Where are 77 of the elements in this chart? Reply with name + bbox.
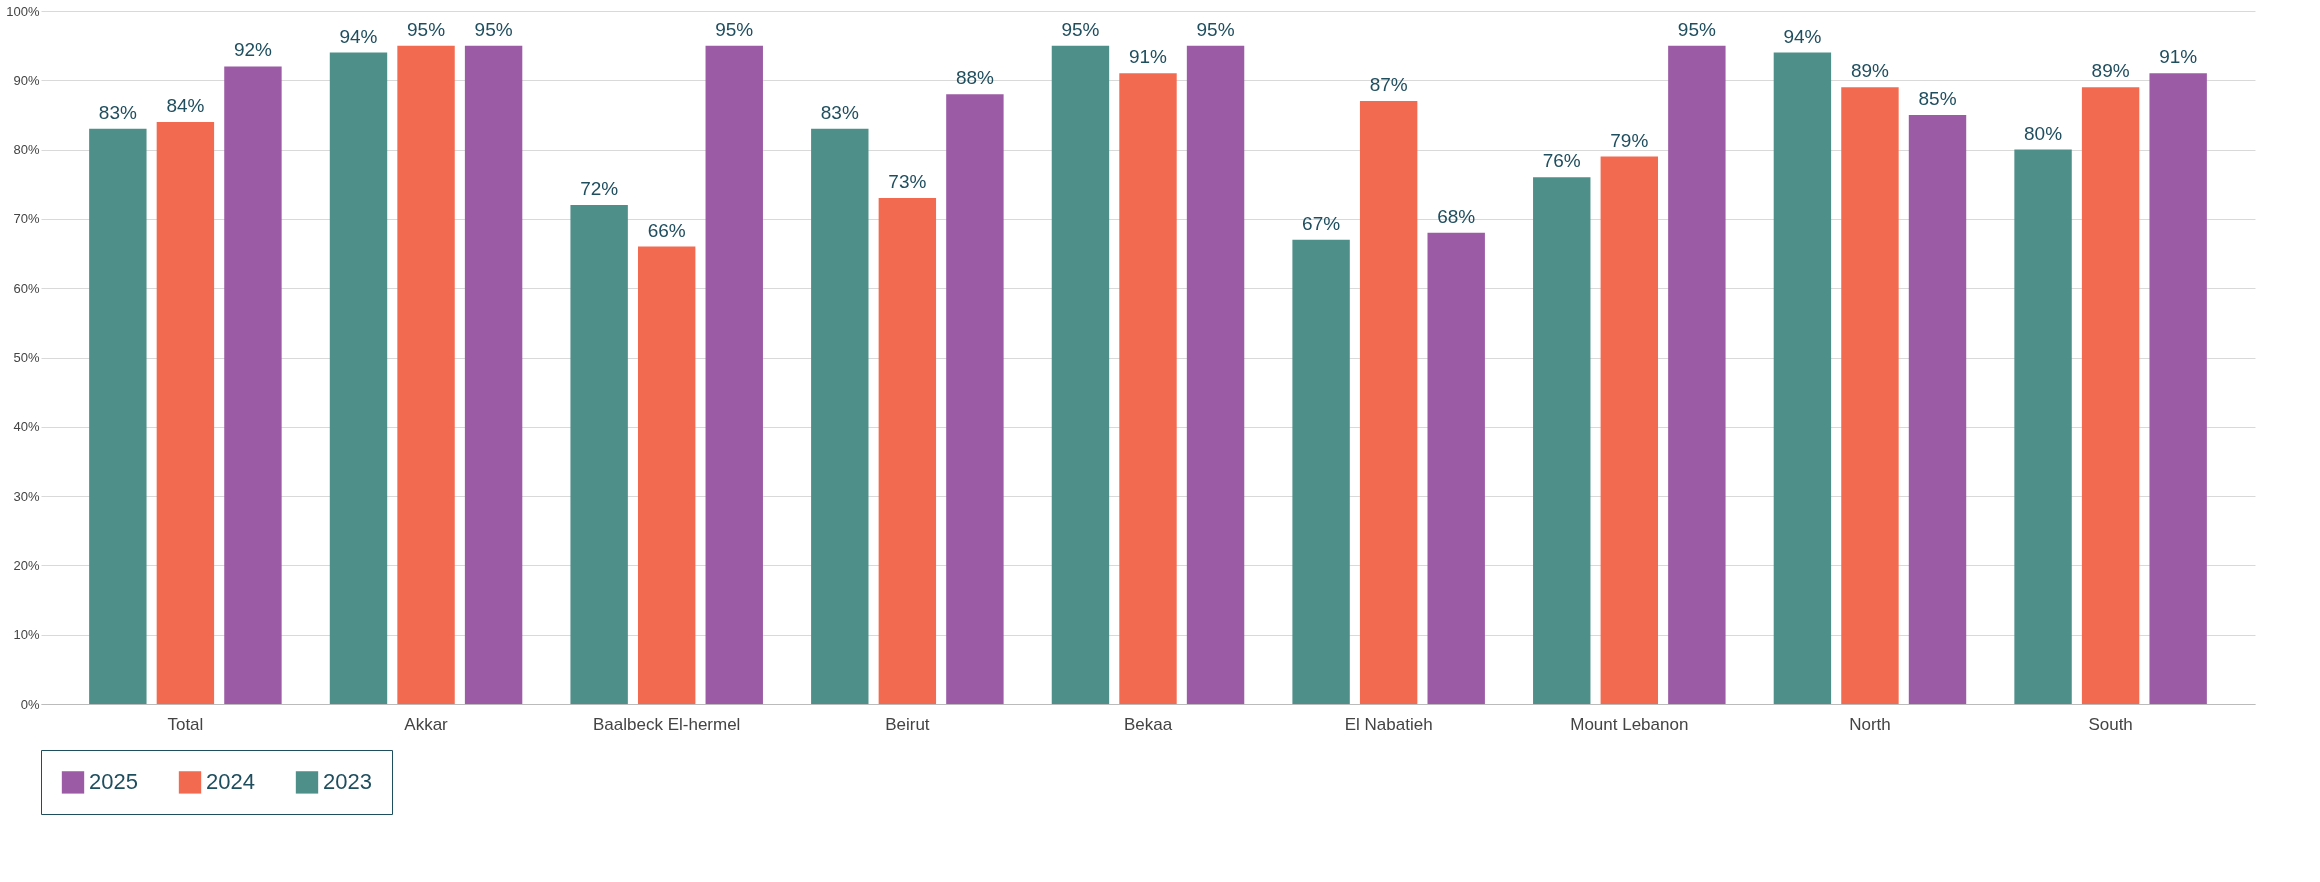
y-tick-label: 100% <box>6 3 40 19</box>
data-label: 79% <box>1610 129 1649 151</box>
data-label: 95% <box>407 18 446 40</box>
legend-label: 2023 <box>323 769 372 795</box>
bar <box>89 128 147 704</box>
y-tick-label: 30% <box>13 488 40 504</box>
data-label: 72% <box>580 178 619 200</box>
bar <box>224 66 282 704</box>
data-label: 94% <box>1783 25 1822 47</box>
bar <box>2081 87 2140 704</box>
bar <box>878 198 937 704</box>
data-label: 87% <box>1369 74 1408 96</box>
data-label: 83% <box>98 101 137 123</box>
legend-label: 2024 <box>206 769 255 795</box>
data-label: 76% <box>1542 150 1581 172</box>
data-label: 94% <box>339 25 378 47</box>
data-label: 85% <box>1918 87 1957 109</box>
bar <box>1292 239 1350 704</box>
bar <box>329 52 388 704</box>
x-tick-label: Total <box>167 714 204 734</box>
data-label: 73% <box>888 171 927 193</box>
data-label: 95% <box>1196 18 1235 40</box>
x-tick-label: Beirut <box>885 714 930 734</box>
data-label: 89% <box>2091 60 2130 82</box>
bar <box>464 45 523 704</box>
data-label: 84% <box>166 94 205 116</box>
bar <box>570 205 628 704</box>
x-tick-label: El Nabatieh <box>1344 714 1433 734</box>
data-label: 95% <box>715 18 754 40</box>
bar <box>1908 114 1967 704</box>
data-label: 66% <box>647 219 686 241</box>
data-label: 95% <box>1061 18 1100 40</box>
bar <box>2014 149 2072 704</box>
bar <box>1600 156 1659 704</box>
data-label: 83% <box>820 101 859 123</box>
y-tick-label: 70% <box>13 211 40 227</box>
data-label: 95% <box>474 18 513 40</box>
data-label: 88% <box>955 67 995 89</box>
bar <box>1668 45 1726 704</box>
bar <box>1051 45 1110 704</box>
bar <box>2149 73 2207 704</box>
data-label: 67% <box>1302 212 1341 234</box>
data-label: 91% <box>1128 46 1168 68</box>
bar <box>637 246 696 704</box>
bar <box>1773 52 1832 704</box>
y-tick-label: 10% <box>13 627 40 643</box>
x-tick-label: Akkar <box>404 714 449 734</box>
y-tick-label: 20% <box>13 557 40 573</box>
bar <box>811 128 869 704</box>
data-label: 80% <box>2024 122 2063 144</box>
bar <box>1533 177 1591 704</box>
bar <box>1186 45 1245 704</box>
legend-label: 2025 <box>89 769 138 795</box>
bar <box>156 121 215 704</box>
x-tick-label: Baalbeck El-hermel <box>592 714 741 734</box>
x-tick-label: North <box>1849 714 1891 734</box>
bar <box>1427 232 1485 704</box>
data-label: 68% <box>1437 205 1476 227</box>
data-label: 89% <box>1850 60 1890 82</box>
bar <box>397 45 455 704</box>
y-tick-label: 0% <box>20 696 40 712</box>
data-label: 92% <box>233 39 273 61</box>
y-tick-label: 60% <box>13 280 40 296</box>
data-label: 91% <box>2159 46 2198 68</box>
bar <box>1359 101 1418 704</box>
y-tick-label: 40% <box>13 419 40 435</box>
y-tick-label: 90% <box>13 72 40 88</box>
bar <box>705 45 763 704</box>
data-label: 95% <box>1677 18 1716 40</box>
bar <box>946 94 1004 704</box>
y-tick-label: 80% <box>13 142 40 158</box>
bar <box>1119 73 1177 704</box>
x-tick-label: Bekaa <box>1123 714 1173 734</box>
x-tick-label: South <box>2088 714 2133 734</box>
bar <box>1841 87 1899 704</box>
y-tick-label: 50% <box>13 350 40 365</box>
x-tick-label: Mount Lebanon <box>1570 714 1689 734</box>
